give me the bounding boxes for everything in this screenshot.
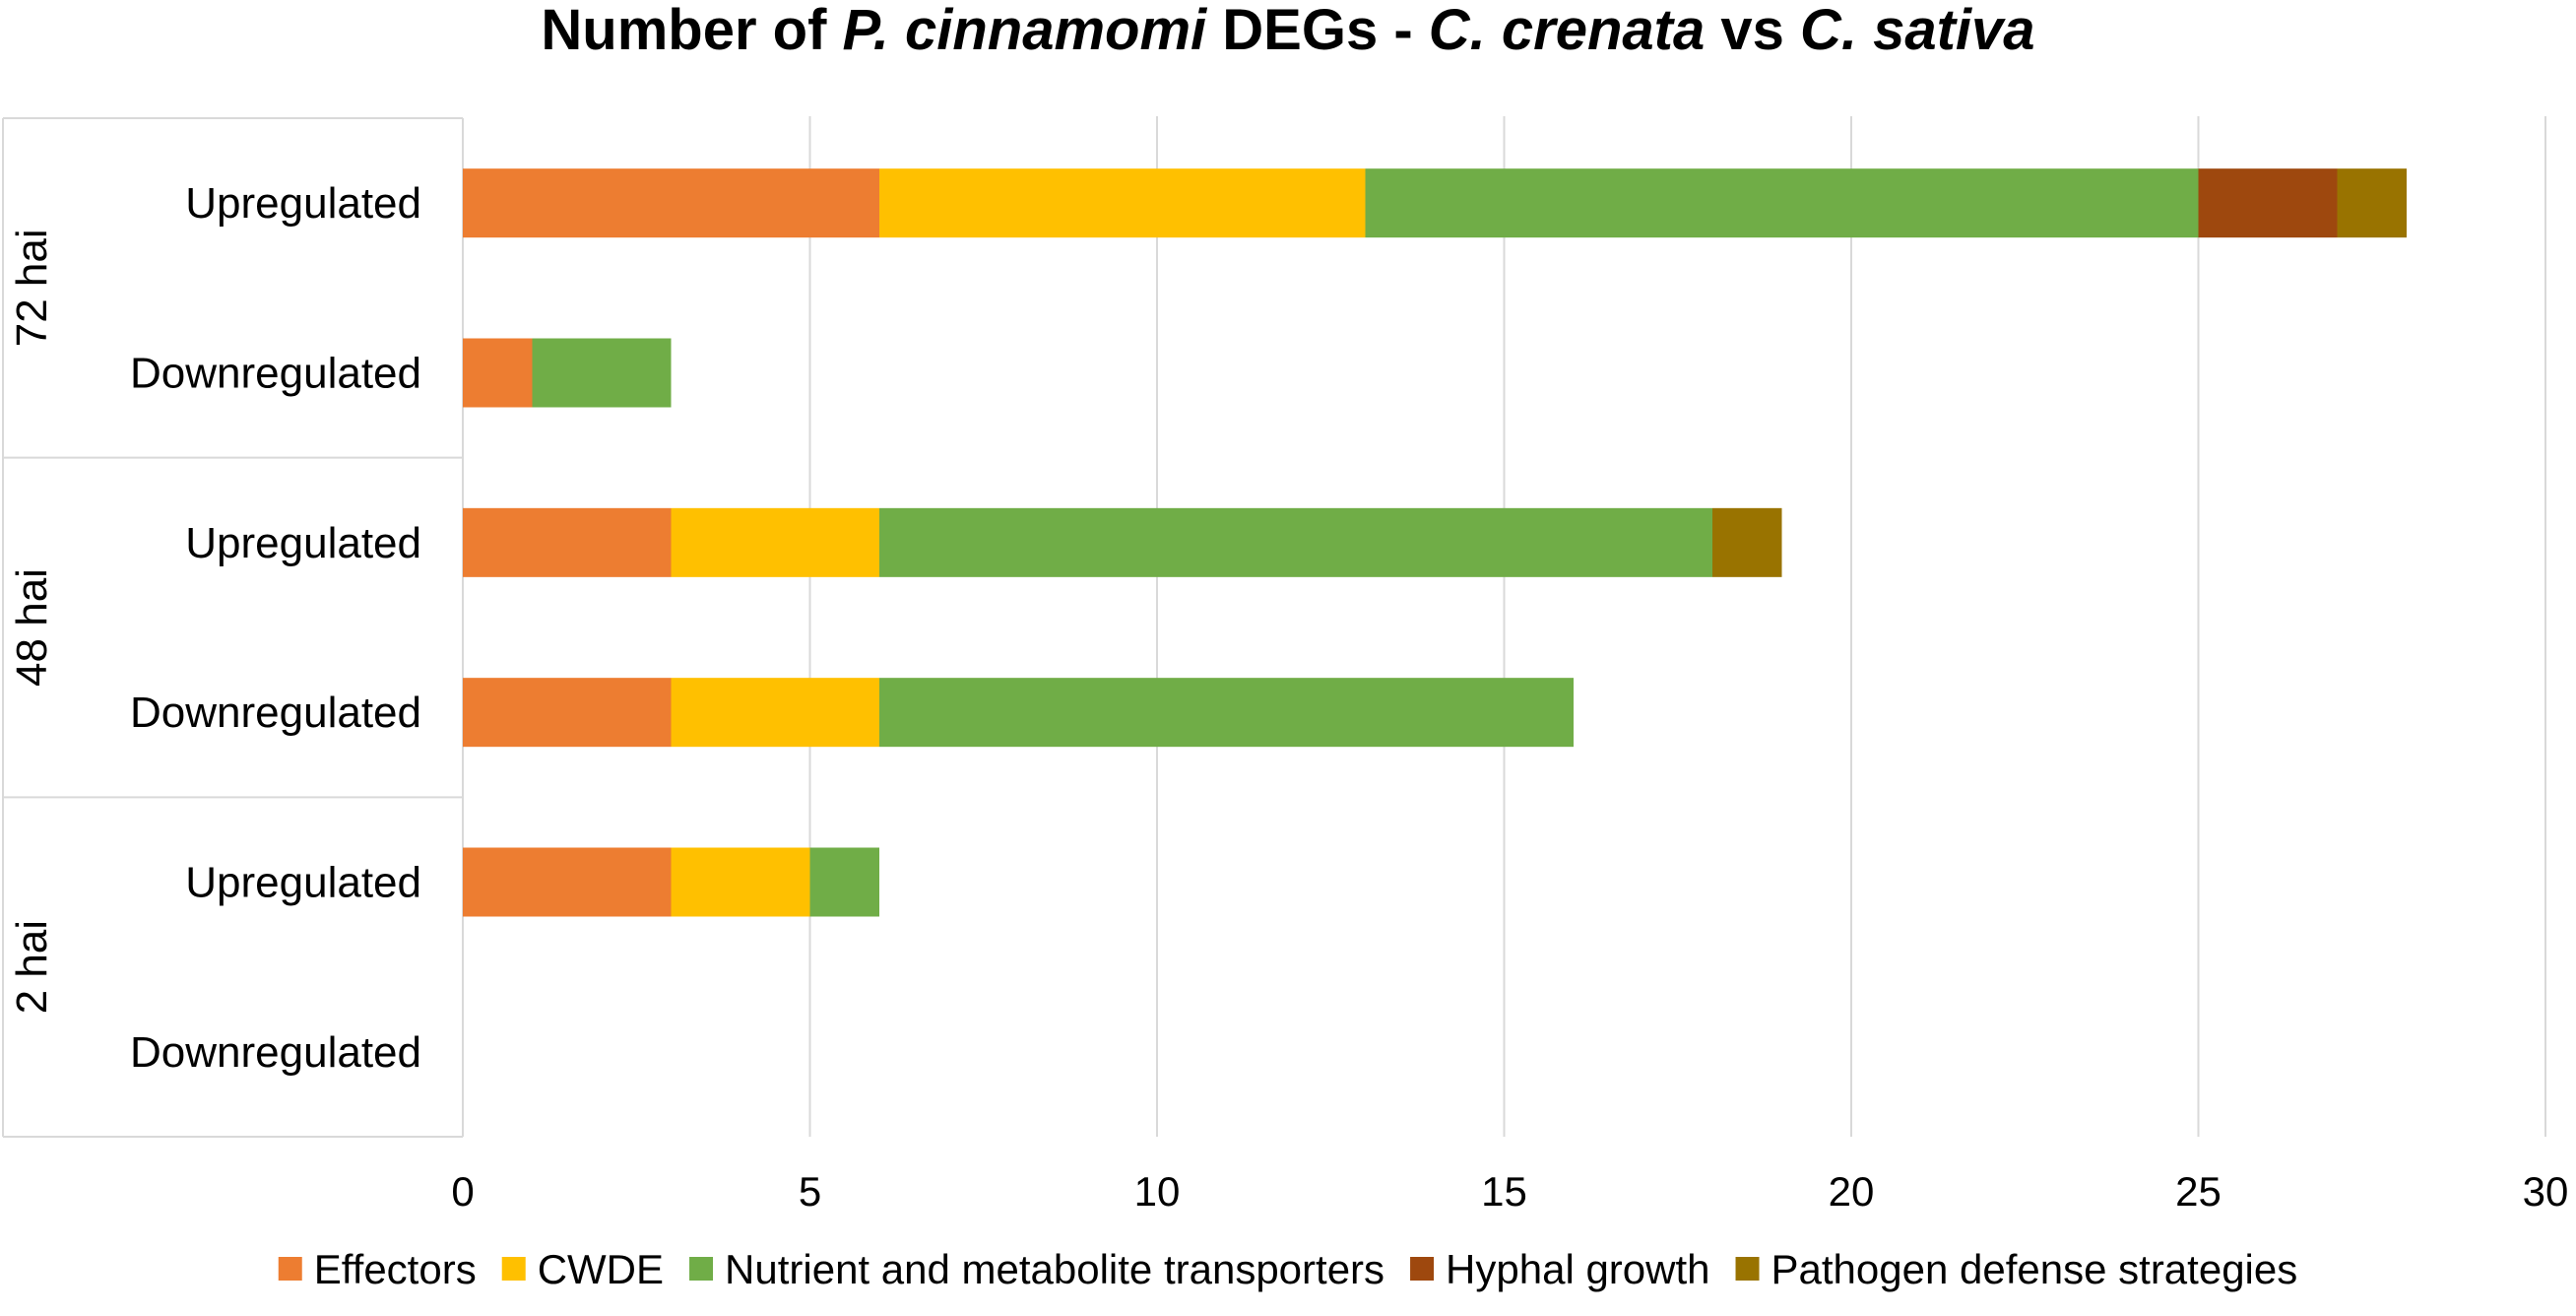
x-tick-label: 5 xyxy=(799,1168,821,1215)
x-tick-label: 10 xyxy=(1134,1168,1181,1215)
category-label: Upregulated xyxy=(185,519,421,567)
bar-segment xyxy=(879,168,1366,238)
bar-segment xyxy=(671,847,810,917)
category-label: Upregulated xyxy=(185,859,421,907)
legend-label: Effectors xyxy=(314,1246,477,1292)
category-labels: Upregulated Downregulated Upregulated Downr… xyxy=(130,179,421,1077)
category-label: Upregulated xyxy=(185,179,421,228)
chart-title-part: Number of xyxy=(541,0,842,62)
group-label: 72 hai xyxy=(8,229,56,347)
bar-segment xyxy=(1365,168,2199,238)
gridlines xyxy=(808,116,2546,1137)
legend: Effectors CWDE Nutrient and metabolite tra… xyxy=(278,1246,2298,1292)
legend-swatch xyxy=(1410,1257,1435,1281)
legend-swatch xyxy=(278,1257,302,1281)
legend-item: Pathogen defense strategies xyxy=(1735,1246,2298,1292)
bar-segment xyxy=(809,847,879,917)
chart-title: Number of P. cinnamomi DEGs - C. crenata… xyxy=(541,0,2034,62)
bar-segment xyxy=(671,678,879,748)
bar-segment xyxy=(463,338,533,408)
bar-segment xyxy=(671,507,879,577)
x-tick-label: 0 xyxy=(451,1168,474,1215)
bar-segment xyxy=(463,678,672,748)
legend-item: Hyphal growth xyxy=(1410,1246,1710,1292)
chart-title-part: DEGs - xyxy=(1206,0,1429,62)
legend-swatch xyxy=(501,1257,526,1281)
bar-segment xyxy=(2337,168,2407,238)
legend-label: CWDE xyxy=(538,1246,664,1292)
chart-title-part: C. crenata xyxy=(1429,0,1705,62)
chart-title-part: P. cinnamomi xyxy=(843,0,1208,62)
group-label: 2 hai xyxy=(8,920,56,1014)
x-tick-label: 20 xyxy=(1829,1168,1875,1215)
bar-segment xyxy=(463,168,879,238)
bar-segment xyxy=(463,847,672,917)
chart-title-part: vs xyxy=(1705,0,1800,62)
bar-segment xyxy=(879,678,1574,748)
bar-segment xyxy=(2198,168,2338,238)
legend-swatch xyxy=(1735,1257,1760,1281)
category-axis-frame xyxy=(2,117,464,1138)
bar-segment xyxy=(532,338,672,408)
legend-label: Hyphal growth xyxy=(1446,1246,1709,1292)
bar-segment xyxy=(879,507,1712,577)
x-tick-label: 15 xyxy=(1481,1168,1527,1215)
group-label: 48 hai xyxy=(8,568,56,687)
chart-title-part: C. sativa xyxy=(1800,0,2035,62)
legend-item: Effectors xyxy=(278,1246,477,1292)
bar-segment xyxy=(1712,507,1782,577)
category-label: Downregulated xyxy=(130,1028,421,1077)
legend-swatch xyxy=(689,1257,714,1281)
x-tick-labels: 0 5 10 15 20 25 30 xyxy=(451,1168,2568,1215)
category-label: Downregulated xyxy=(130,350,421,398)
legend-item: Nutrient and metabolite transporters xyxy=(689,1246,1385,1292)
category-label: Downregulated xyxy=(130,689,421,737)
group-labels: 72 hai 48 hai 2 hai xyxy=(8,229,56,1014)
legend-label: Nutrient and metabolite transporters xyxy=(725,1246,1385,1292)
bars xyxy=(463,168,2407,917)
bar-segment xyxy=(463,507,672,577)
legend-item: CWDE xyxy=(501,1246,664,1292)
x-tick-label: 25 xyxy=(2175,1168,2222,1215)
x-tick-label: 30 xyxy=(2523,1168,2569,1215)
legend-label: Pathogen defense strategies xyxy=(1771,1246,2298,1292)
